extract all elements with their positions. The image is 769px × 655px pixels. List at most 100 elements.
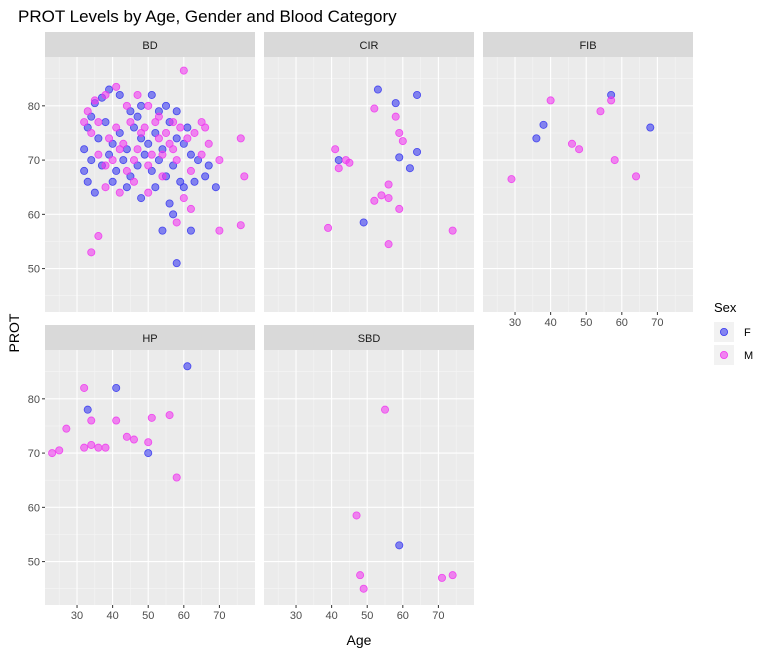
data-point bbox=[413, 90, 422, 99]
data-point bbox=[144, 449, 153, 458]
data-point bbox=[186, 226, 195, 235]
data-point bbox=[80, 166, 89, 175]
x-tick-label: 50 bbox=[580, 317, 592, 329]
data-point bbox=[105, 150, 114, 159]
data-point bbox=[413, 147, 422, 156]
data-point bbox=[215, 156, 224, 165]
x-tick-label: 30 bbox=[290, 610, 302, 622]
data-point bbox=[359, 218, 368, 227]
data-point bbox=[546, 96, 555, 105]
x-tick-label: 30 bbox=[509, 317, 521, 329]
data-point bbox=[137, 128, 146, 137]
data-point bbox=[151, 183, 160, 192]
data-point bbox=[370, 196, 379, 205]
data-point bbox=[108, 139, 117, 148]
y-tick-label: 70 bbox=[28, 155, 40, 167]
data-point bbox=[144, 161, 153, 170]
data-point bbox=[172, 473, 181, 482]
data-point bbox=[201, 172, 210, 181]
data-point bbox=[359, 584, 368, 593]
data-point bbox=[324, 223, 333, 232]
data-point bbox=[169, 210, 178, 219]
data-point bbox=[112, 166, 121, 175]
data-point bbox=[126, 172, 135, 181]
data-point bbox=[101, 118, 110, 127]
x-tick-label: 40 bbox=[107, 610, 119, 622]
data-point bbox=[115, 145, 124, 154]
data-point bbox=[105, 85, 114, 94]
x-tick-label: 70 bbox=[432, 610, 444, 622]
data-point bbox=[183, 134, 192, 143]
data-point bbox=[169, 161, 178, 170]
data-point bbox=[240, 172, 249, 181]
y-tick-label: 70 bbox=[28, 448, 40, 460]
data-point bbox=[172, 218, 181, 227]
data-point bbox=[112, 82, 121, 91]
data-point bbox=[215, 226, 224, 235]
x-tick-label: 70 bbox=[651, 317, 663, 329]
y-axis-title: PROT bbox=[6, 313, 22, 352]
legend: Sex FM bbox=[714, 300, 753, 365]
data-point bbox=[94, 150, 103, 159]
data-point bbox=[172, 156, 181, 165]
data-point bbox=[165, 411, 174, 420]
data-point bbox=[190, 128, 199, 137]
data-point bbox=[147, 413, 156, 422]
data-point bbox=[183, 362, 192, 371]
x-tick-label: 70 bbox=[213, 610, 225, 622]
data-point bbox=[172, 259, 181, 268]
facet-strip bbox=[264, 325, 474, 350]
data-point bbox=[154, 112, 163, 121]
data-point bbox=[83, 107, 92, 116]
data-point bbox=[162, 128, 171, 137]
data-point bbox=[448, 571, 457, 580]
data-point bbox=[129, 156, 138, 165]
data-point bbox=[115, 90, 124, 99]
data-point bbox=[87, 156, 96, 165]
data-point bbox=[154, 156, 163, 165]
data-point bbox=[158, 226, 167, 235]
facet-strip-label: HP bbox=[142, 333, 157, 345]
data-point bbox=[133, 145, 142, 154]
data-point bbox=[140, 123, 149, 132]
data-point bbox=[87, 248, 96, 257]
data-point bbox=[137, 101, 146, 110]
x-tick-label: 60 bbox=[178, 610, 190, 622]
data-point bbox=[119, 156, 128, 165]
data-point bbox=[151, 118, 160, 127]
data-point bbox=[169, 145, 178, 154]
panel-background bbox=[264, 350, 474, 605]
x-tick-label: 40 bbox=[326, 610, 338, 622]
legend-label: F bbox=[744, 327, 751, 339]
data-point bbox=[122, 183, 131, 192]
data-point bbox=[147, 150, 156, 159]
data-point bbox=[352, 511, 361, 520]
x-tick-label: 50 bbox=[142, 610, 154, 622]
data-point bbox=[122, 166, 131, 175]
data-point bbox=[112, 123, 121, 132]
data-point bbox=[144, 438, 153, 447]
data-point bbox=[108, 156, 117, 165]
chart-title: PROT Levels by Age, Gender and Blood Cat… bbox=[18, 7, 397, 26]
data-point bbox=[126, 118, 135, 127]
data-point bbox=[90, 188, 99, 197]
data-point bbox=[140, 150, 149, 159]
panel-background bbox=[45, 350, 255, 605]
data-point bbox=[607, 96, 616, 105]
data-point bbox=[80, 383, 89, 392]
facet-strip bbox=[45, 325, 255, 350]
data-point bbox=[129, 123, 138, 132]
y-tick-label: 80 bbox=[28, 394, 40, 406]
data-point bbox=[83, 123, 92, 132]
data-point bbox=[115, 128, 124, 137]
x-tick-label: 50 bbox=[361, 610, 373, 622]
data-point bbox=[133, 161, 142, 170]
data-point bbox=[186, 204, 195, 213]
data-point bbox=[129, 435, 138, 444]
data-point bbox=[179, 66, 188, 75]
data-point bbox=[101, 443, 110, 452]
data-point bbox=[169, 118, 178, 127]
panel-sbd: SBD 30 40 50 60 70 bbox=[264, 325, 474, 622]
data-point bbox=[179, 139, 188, 148]
y-tick-label: 60 bbox=[28, 209, 40, 221]
